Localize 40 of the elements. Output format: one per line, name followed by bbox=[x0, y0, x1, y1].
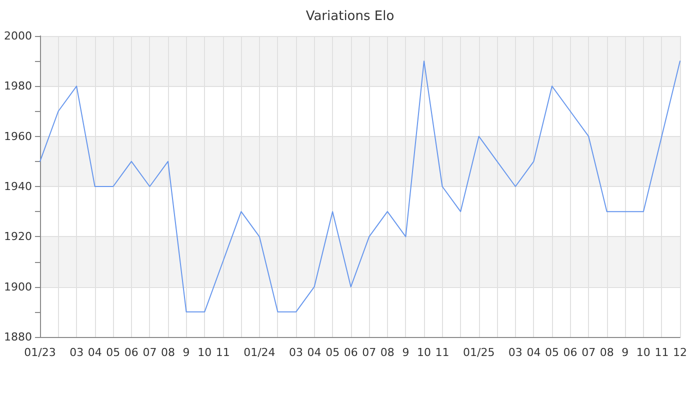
x-tick-label: 11 bbox=[654, 346, 669, 359]
line-series bbox=[40, 60, 680, 312]
x-tick-label: 05 bbox=[326, 346, 340, 359]
x-tick-label: 04 bbox=[88, 346, 102, 359]
x-tick-label: 08 bbox=[161, 346, 175, 359]
x-tick-label: 9 bbox=[182, 346, 190, 359]
y-tick-label: 1940 bbox=[4, 180, 32, 193]
y-tick-label: 2000 bbox=[4, 30, 32, 42]
x-tick-label: 04 bbox=[307, 346, 322, 359]
x-tick-label: 01/24 bbox=[244, 346, 276, 359]
x-tick-label: 06 bbox=[124, 346, 138, 359]
x-tick-label: 01/25 bbox=[463, 346, 495, 359]
x-tick-label: 11 bbox=[435, 346, 450, 359]
x-tick-label: 03 bbox=[508, 346, 522, 359]
x-tick-label: 08 bbox=[380, 346, 394, 359]
x-tick-label: 05 bbox=[545, 346, 559, 359]
y-tick-label: 1920 bbox=[4, 230, 32, 244]
x-tick-label: 03 bbox=[289, 346, 303, 359]
x-tick-label: 07 bbox=[582, 346, 596, 359]
x-tick-label: 01/23 bbox=[24, 346, 56, 359]
x-tick-label: 11 bbox=[216, 346, 230, 359]
x-tick-label: 10 bbox=[417, 346, 431, 359]
x-tick-label: 06 bbox=[563, 346, 578, 359]
y-tick-label: 1980 bbox=[4, 80, 32, 93]
x-tick-label: 12 bbox=[673, 346, 687, 359]
x-tick-label: 9 bbox=[622, 346, 629, 359]
x-tick-label: 08 bbox=[600, 346, 614, 359]
x-tick-label: 10 bbox=[636, 346, 650, 359]
x-tick-label: 05 bbox=[106, 346, 120, 359]
x-tick-label: 07 bbox=[362, 346, 376, 359]
y-tick-label: 1900 bbox=[4, 280, 32, 294]
y-tick-label: 1880 bbox=[4, 330, 32, 344]
x-tick-label: 9 bbox=[402, 346, 410, 359]
x-tick-label: 06 bbox=[344, 346, 358, 359]
chart-title: Variations Elo bbox=[306, 9, 394, 24]
x-tick-label: 03 bbox=[70, 346, 84, 359]
x-tick-label: 10 bbox=[198, 346, 212, 359]
y-tick-label: 1960 bbox=[4, 130, 32, 143]
x-tick-label: 04 bbox=[526, 346, 541, 359]
x-tick-label: 07 bbox=[142, 346, 157, 359]
